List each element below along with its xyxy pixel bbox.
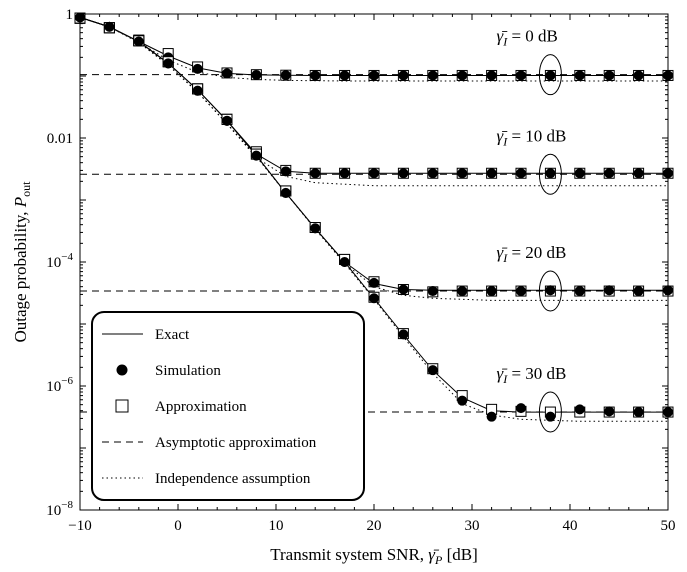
simulation-marker — [457, 395, 468, 406]
x-tick-label: 20 — [367, 518, 382, 534]
legend-label: Simulation — [155, 363, 221, 379]
simulation-marker — [516, 286, 526, 297]
simulation-marker — [574, 70, 585, 81]
y-tick-label: 0.01 — [47, 131, 73, 147]
simulation-marker — [398, 329, 409, 340]
simulation-marker — [516, 70, 526, 81]
x-axis-label: Transmit system SNR, γ̄P [dB] — [270, 545, 478, 567]
series-gammaI-10dB — [74, 12, 674, 195]
simulation-marker — [398, 70, 409, 81]
simulation-marker — [545, 70, 556, 81]
series-gammaI-30dB — [74, 12, 674, 433]
simulation-marker — [545, 285, 556, 296]
simulation-marker — [633, 70, 644, 81]
highlight-ellipse — [538, 153, 562, 195]
simulation-marker — [427, 168, 438, 179]
y-tick-label: 1 — [66, 7, 74, 23]
simulation-marker — [222, 115, 232, 126]
x-tick-label: −10 — [68, 518, 91, 534]
independence-line — [79, 16, 668, 187]
simulation-marker — [427, 365, 438, 376]
x-tick-label: 0 — [174, 518, 182, 534]
legend: Exact Simulation Approximation Asymptotic a… — [91, 311, 365, 501]
legend-label: Independence assumption — [155, 471, 311, 487]
simulation-marker — [633, 407, 644, 418]
y-tick-label: 10−4 — [46, 251, 73, 271]
simulation-marker — [457, 286, 468, 297]
simulation-marker — [604, 168, 615, 179]
curve-labels: γ̄I = 0 dB γ̄I = 10 dB γ̄I = 20 dB γ̄I = 30… — [497, 27, 567, 386]
simulation-marker — [486, 168, 497, 179]
legend-label: Approximation — [155, 399, 247, 415]
curve-label: γ̄I = 10 dB — [497, 126, 567, 148]
simulation-marker — [280, 70, 291, 81]
simulation-marker — [486, 286, 497, 297]
simulation-marker — [163, 58, 174, 69]
legend-box — [91, 311, 365, 501]
series-gammaI-0dB — [74, 12, 674, 96]
simulation-marker — [486, 70, 497, 81]
highlight-ellipse — [538, 270, 562, 312]
simulation-marker — [516, 168, 526, 179]
simulation-marker — [545, 411, 556, 422]
simulation-marker — [369, 277, 379, 288]
highlight-ellipse — [538, 54, 562, 96]
simulation-marker — [339, 168, 350, 179]
simulation-marker — [339, 257, 350, 267]
simulation-marker — [192, 63, 203, 74]
curve-label: γ̄I = 20 dB — [497, 243, 567, 265]
simulation-marker — [251, 150, 262, 161]
legend-label: Asymptotic approximation — [155, 435, 317, 451]
simulation-marker — [222, 68, 232, 79]
simulation-marker — [280, 166, 291, 177]
simulation-marker — [369, 293, 379, 304]
exact-line — [79, 16, 668, 174]
y-axis-label: Outage probability, Pout — [11, 181, 33, 343]
legend-label: Exact — [155, 327, 190, 343]
simulation-marker — [427, 70, 438, 81]
simulation-marker — [574, 404, 585, 415]
simulation-marker — [604, 285, 615, 296]
axis-ticks: −10 0 10 20 30 40 50 1 0.01 10−4 10−6 10−8 — [46, 7, 675, 534]
x-tick-label: 30 — [465, 518, 480, 534]
simulation-marker — [457, 70, 468, 81]
simulation-marker — [369, 168, 379, 179]
simulation-marker — [545, 168, 556, 179]
simulation-marker — [310, 168, 321, 179]
curve-label: γ̄I = 0 dB — [497, 27, 558, 49]
simulation-marker — [369, 70, 379, 81]
simulation-marker — [604, 70, 615, 81]
simulation-marker — [633, 168, 644, 179]
curve-label: γ̄I = 30 dB — [497, 364, 567, 386]
simulation-marker — [574, 168, 585, 179]
simulation-marker — [486, 411, 497, 422]
simulation-marker — [427, 286, 438, 297]
simulation-marker — [192, 85, 203, 96]
y-tick-label: 10−6 — [46, 375, 73, 395]
simulation-marker — [104, 21, 115, 32]
y-tick-label: 10−8 — [46, 499, 73, 519]
simulation-marker — [633, 286, 644, 297]
x-tick-label: 50 — [661, 518, 676, 534]
simulation-marker — [457, 168, 468, 179]
simulation-marker — [251, 69, 262, 80]
simulation-marker — [280, 187, 291, 198]
simulation-marker — [339, 70, 350, 81]
simulation-marker — [574, 286, 585, 297]
simulation-marker — [398, 168, 409, 179]
simulation-marker — [604, 406, 615, 417]
simulation-marker — [398, 284, 409, 295]
independence-line — [79, 16, 668, 82]
highlight-ellipse — [538, 391, 562, 433]
x-tick-label: 40 — [563, 518, 578, 534]
legend-square-marker — [115, 399, 129, 413]
legend-circle-marker — [116, 364, 128, 376]
simulation-marker — [310, 70, 321, 81]
simulation-marker — [133, 36, 144, 47]
simulation-marker — [310, 223, 321, 234]
plot-marks — [74, 12, 674, 433]
simulation-marker — [516, 403, 526, 414]
x-tick-label: 10 — [269, 518, 284, 534]
